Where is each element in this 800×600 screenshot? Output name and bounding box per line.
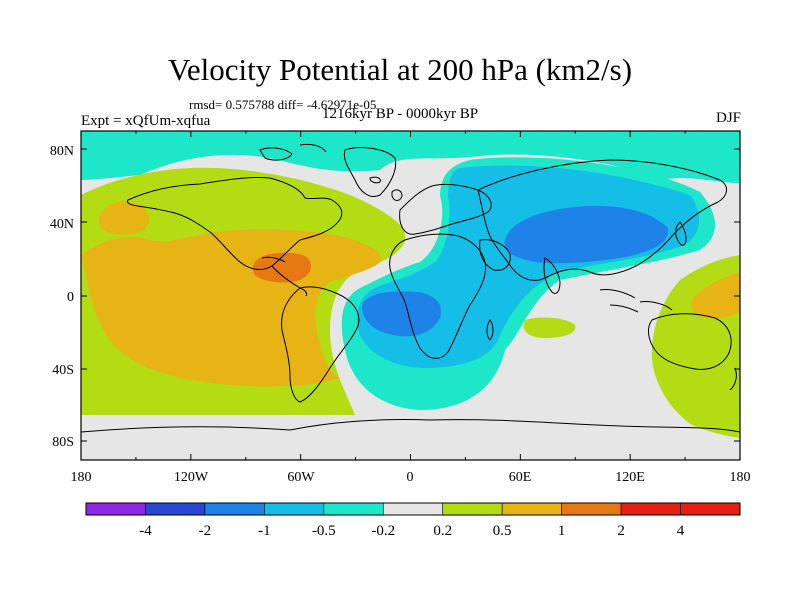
colorbar-label: -4 (139, 523, 152, 539)
field-blue-asia (504, 205, 669, 264)
colorbar-label: 0.2 (433, 523, 452, 539)
lat-label: 40S (52, 363, 74, 378)
field-yellowgreen-indian (523, 317, 576, 338)
contour-field (81, 131, 740, 460)
experiment-label: Expt = xQfUm-xqfua (81, 113, 211, 129)
latitude-labels: 80N 40N 0 40S 80S (50, 144, 74, 450)
colorbar-swatch (501, 502, 562, 516)
field-orange-pacific-east (691, 272, 740, 319)
colorbar-swatch (561, 502, 622, 516)
colorbar-swatch (680, 502, 741, 516)
colorbar: -4 -2 -1 -0.5 -0.2 0.2 0.5 1 2 4 (85, 502, 741, 539)
colorbar-label: 0.5 (493, 523, 512, 539)
field-blue-atlantic (362, 291, 442, 337)
colorbar-swatches (85, 502, 741, 516)
lon-label: 120E (615, 470, 645, 485)
colorbar-swatch (442, 502, 503, 516)
lat-label: 80S (52, 435, 74, 450)
lon-label: 120W (174, 470, 209, 485)
colorbar-label: 4 (677, 523, 685, 539)
colorbar-label: -0.5 (312, 523, 336, 539)
colorbar-frame (85, 502, 741, 516)
lon-label: 60E (509, 470, 532, 485)
colorbar-swatch (264, 502, 325, 516)
stats-subtitle: rmsd= 0.575788 diff= -4.62971e-05 (189, 97, 377, 112)
lat-label: 40N (50, 217, 74, 232)
season-label: DJF (715, 110, 741, 126)
map-title: Velocity Potential at 200 hPa (km2/s) (167, 52, 633, 87)
colorbar-labels: -4 -2 -1 -0.5 -0.2 0.2 0.5 1 2 4 (139, 523, 685, 539)
colorbar-swatch (382, 502, 444, 516)
colorbar-swatch (323, 502, 384, 516)
lon-label: 180 (730, 470, 751, 485)
field-cyan-arctic (81, 131, 740, 183)
lat-label: 0 (67, 290, 74, 305)
colorbar-swatch (620, 502, 681, 516)
colorbar-label: 2 (617, 523, 625, 539)
coastlines (81, 143, 740, 433)
axis-ticks (80, 131, 741, 460)
field-darkorange-caribbean (252, 252, 312, 283)
lon-label: 0 (407, 470, 414, 485)
field-orange-north-atlantic (98, 201, 149, 235)
colorbar-label: -1 (258, 523, 271, 539)
colorbar-label: 1 (558, 523, 566, 539)
longitude-labels: 180 120W 60W 0 60E 120E 180 (71, 470, 751, 485)
period-subtitle: 1216kyr BP - 0000kyr BP (322, 106, 479, 122)
colorbar-swatch (145, 502, 206, 516)
lon-label: 180 (71, 470, 92, 485)
lat-label: 80N (50, 144, 74, 159)
colorbar-swatch (85, 502, 146, 516)
colorbar-label: -2 (199, 523, 212, 539)
colorbar-swatch (204, 502, 265, 516)
lon-label: 60W (287, 470, 315, 485)
colorbar-label: -0.2 (371, 523, 395, 539)
